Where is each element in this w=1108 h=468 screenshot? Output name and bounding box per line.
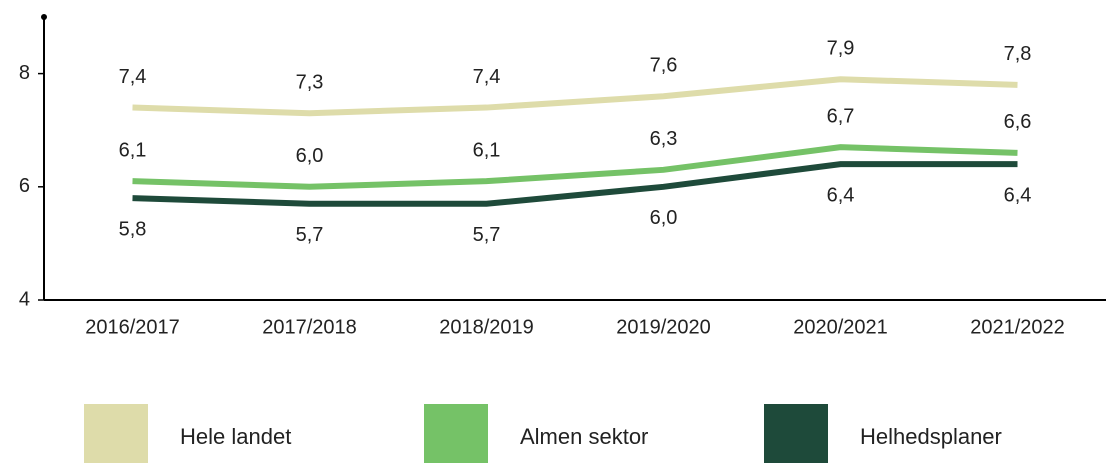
x-tick-label: 2019/2020	[616, 316, 711, 338]
y-tick-label: 8	[19, 62, 30, 84]
x-tick-label: 2017/2018	[262, 316, 357, 338]
y-tick-label: 4	[19, 288, 30, 310]
series-line	[132, 144, 1018, 190]
data-label: 7,4	[119, 66, 147, 88]
data-label: 5,7	[473, 224, 501, 246]
data-label: 6,6	[1004, 111, 1032, 133]
legend-swatch	[424, 404, 488, 464]
legend-swatch	[764, 404, 828, 464]
series-line	[132, 76, 1018, 117]
data-label: 6,3	[650, 128, 678, 150]
data-label: 6,4	[1004, 184, 1032, 206]
data-label: 7,6	[650, 55, 678, 77]
x-tick-label: 2021/2022	[970, 316, 1065, 338]
legend-swatch	[84, 404, 148, 464]
data-label: 6,1	[119, 139, 147, 161]
data-label: 5,7	[296, 224, 324, 246]
x-tick-label: 2020/2021	[793, 316, 888, 338]
legend-label: Helhedsplaner	[860, 424, 1002, 449]
data-label: 5,8	[119, 218, 147, 240]
legend-label: Hele landet	[180, 424, 291, 449]
data-label: 6,1	[473, 139, 501, 161]
data-label: 6,0	[650, 207, 678, 229]
data-label: 6,7	[827, 105, 855, 127]
series-line	[132, 161, 1018, 207]
data-label: 7,4	[473, 66, 501, 88]
x-tick-label: 2018/2019	[439, 316, 534, 338]
y-tick-label: 6	[19, 175, 30, 197]
x-tick-label: 2016/2017	[85, 316, 180, 338]
data-label: 7,3	[296, 72, 324, 94]
data-label: 6,0	[296, 145, 324, 167]
legend-label: Almen sektor	[520, 424, 648, 449]
data-label: 7,9	[827, 38, 855, 60]
axis-arrow	[41, 14, 47, 20]
data-label: 7,8	[1004, 43, 1032, 65]
data-label: 6,4	[827, 184, 855, 206]
